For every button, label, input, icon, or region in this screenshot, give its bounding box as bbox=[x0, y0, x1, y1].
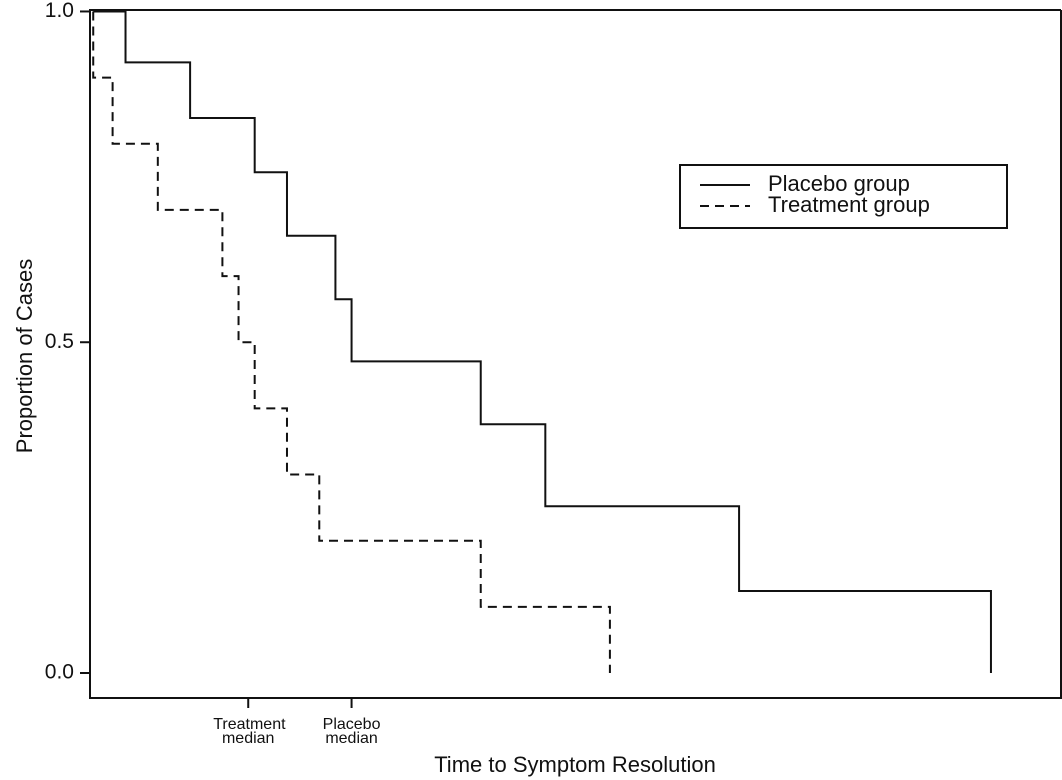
x-tick-label: Treatment median bbox=[213, 716, 286, 747]
x-tick-label: Placebo median bbox=[322, 716, 381, 747]
survival-line bbox=[92, 11, 611, 673]
legend-label: Placebo group bbox=[768, 171, 910, 196]
y-axis-label: Proportion of Cases bbox=[12, 259, 37, 453]
y-tick-label: 1.0 bbox=[45, 0, 74, 22]
legend-label: Treatment group bbox=[768, 192, 930, 217]
y-tick-label: 0.5 bbox=[45, 330, 74, 353]
y-tick-label: 0.0 bbox=[45, 661, 74, 684]
plot-frame bbox=[89, 9, 1062, 699]
survival-line bbox=[93, 10, 992, 673]
legend-box bbox=[679, 164, 1008, 229]
x-axis-label: Time to Symptom Resolution bbox=[434, 752, 716, 777]
